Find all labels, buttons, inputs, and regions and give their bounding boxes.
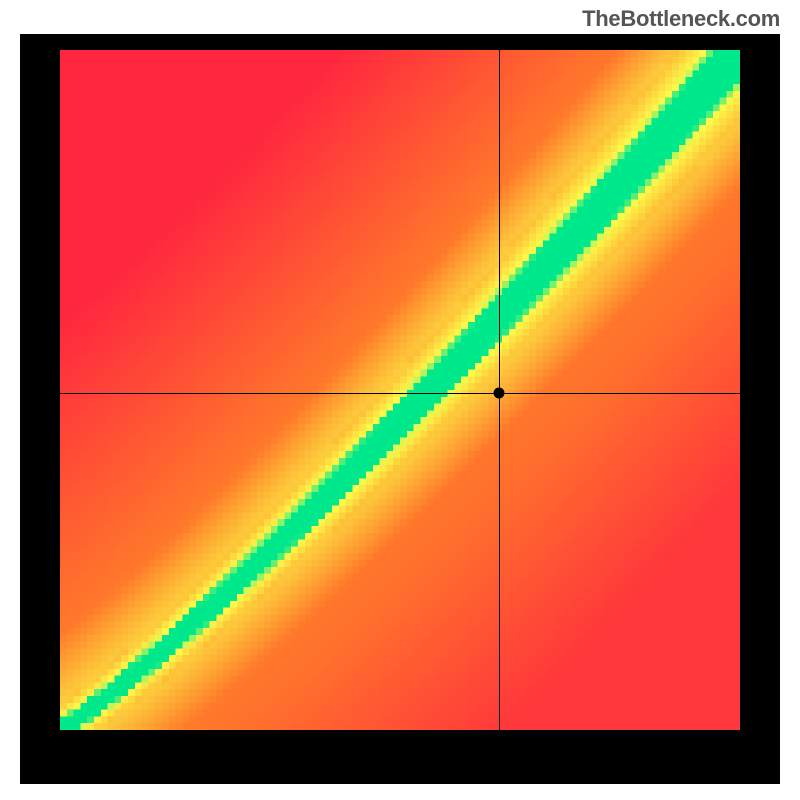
data-point-marker: [493, 388, 504, 399]
watermark-text: TheBottleneck.com: [582, 6, 780, 32]
heatmap-plot: [60, 50, 740, 730]
heatmap-canvas: [60, 50, 740, 730]
chart-frame: [20, 34, 780, 784]
chart-container: TheBottleneck.com: [0, 0, 800, 800]
crosshair-horizontal: [60, 393, 740, 394]
